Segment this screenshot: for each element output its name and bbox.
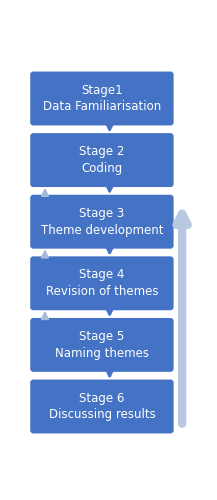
Text: Revision of themes: Revision of themes [46,286,158,298]
Text: Coding: Coding [81,162,123,175]
Text: Naming themes: Naming themes [55,347,149,360]
FancyBboxPatch shape [30,194,174,248]
Text: Stage 6: Stage 6 [79,392,125,404]
Text: Discussing results: Discussing results [49,408,155,422]
Text: Stage1: Stage1 [81,84,123,96]
FancyBboxPatch shape [30,72,174,126]
FancyBboxPatch shape [30,318,174,372]
Text: Stage 4: Stage 4 [79,268,125,281]
Text: Theme development: Theme development [41,224,163,236]
Text: Stage 3: Stage 3 [79,206,125,220]
FancyBboxPatch shape [30,256,174,310]
FancyBboxPatch shape [30,133,174,187]
Text: Stage 5: Stage 5 [79,330,125,343]
FancyBboxPatch shape [30,380,174,434]
Text: Data Familiarisation: Data Familiarisation [43,100,161,114]
Text: Stage 2: Stage 2 [79,145,125,158]
